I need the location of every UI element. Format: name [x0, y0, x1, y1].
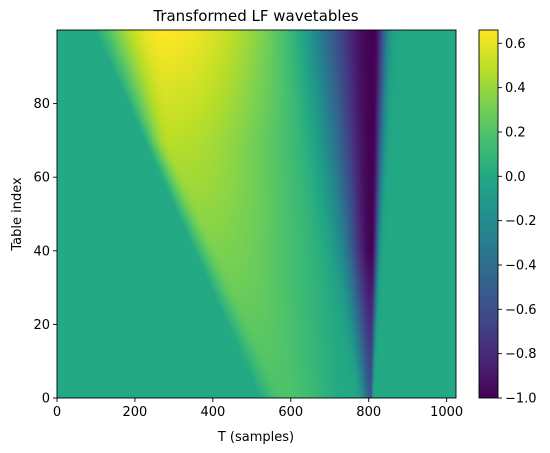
colorbar-tick-label: −0.6	[505, 303, 537, 318]
colorbar-tick-label: 0.2	[505, 125, 526, 140]
y-tick-label: 0	[42, 392, 50, 407]
x-axis-label: T (samples)	[217, 430, 294, 445]
colorbar-ticks: −1.0 −0.8 −0.6 −0.4 −0.2 0.0 0.2 0.4 0.6	[498, 37, 537, 407]
y-tick-label: 40	[33, 244, 50, 259]
x-axis-ticks: 0 200 400 600 800 1000	[53, 398, 463, 420]
x-tick-label: 600	[278, 405, 303, 420]
plot-frame	[56, 29, 457, 399]
x-tick-label: 0	[53, 405, 61, 420]
heatmap	[57, 30, 456, 398]
colorbar-tick-label: −0.8	[505, 347, 537, 362]
colorbar-tick-label: −0.2	[505, 214, 537, 229]
x-tick-label: 200	[123, 405, 148, 420]
y-axis-label: Table index	[10, 177, 25, 252]
y-tick-label: 60	[33, 171, 50, 186]
colorbar-tick-label: −1.0	[505, 392, 537, 407]
colorbar	[478, 29, 499, 399]
chart-title: Transformed LF wavetables	[152, 7, 358, 25]
colorbar-tick-label: 0.6	[505, 37, 526, 52]
colorbar-tick-label: 0.0	[505, 170, 526, 185]
colorbar-tick-label: 0.4	[505, 81, 526, 96]
x-tick-label: 800	[356, 405, 381, 420]
x-tick-label: 400	[200, 405, 225, 420]
colorbar-tick-label: −0.4	[505, 258, 537, 273]
y-tick-label: 20	[33, 318, 50, 333]
y-tick-label: 80	[33, 97, 50, 112]
heatmap-image	[57, 30, 456, 398]
x-tick-label: 1000	[430, 405, 463, 420]
y-axis-ticks: 0 20 40 60 80	[33, 97, 57, 407]
